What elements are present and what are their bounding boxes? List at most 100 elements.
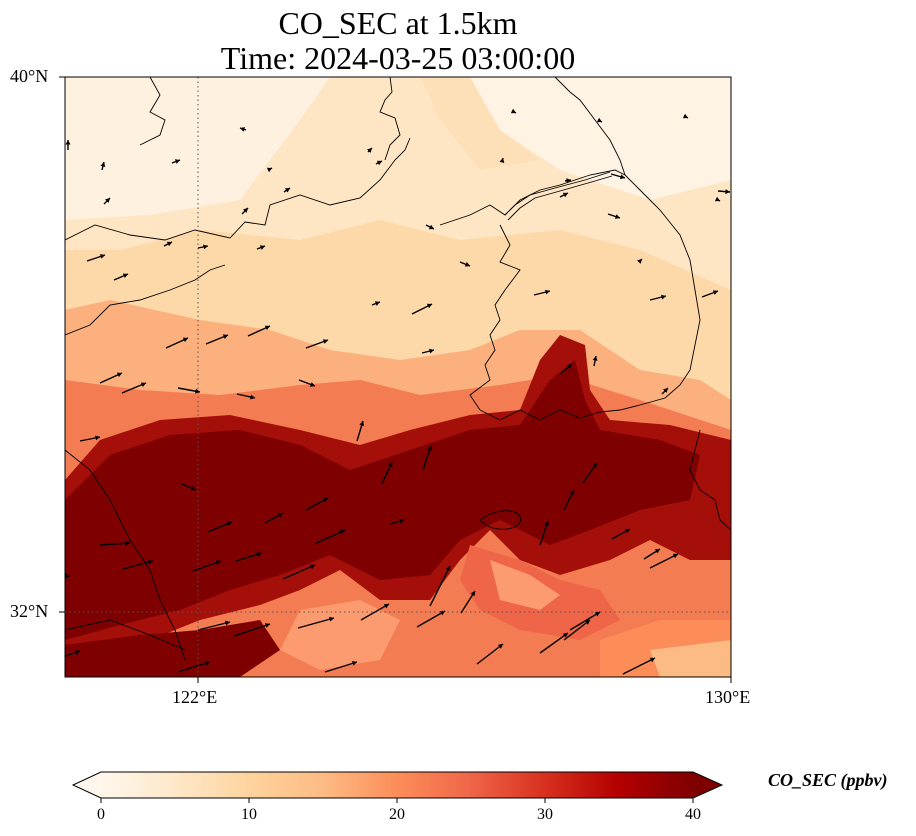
wind-vector-head xyxy=(428,224,434,230)
wind-vector-head xyxy=(592,463,597,469)
wind-vector-head xyxy=(174,159,180,164)
wind-vector-head xyxy=(544,521,549,527)
wind-vector-head xyxy=(166,241,172,247)
wind-vector-head xyxy=(672,553,678,559)
wind-vector-head xyxy=(225,620,230,626)
wind-vector xyxy=(233,623,271,637)
wind-vector xyxy=(297,617,335,629)
wind-vector-head xyxy=(398,518,404,524)
wind-vector-head xyxy=(250,394,255,400)
colorbar xyxy=(71,771,724,803)
wind-vector-head xyxy=(259,245,265,250)
wind-vector-head xyxy=(619,174,625,180)
lon-label-130e: 130°E xyxy=(705,687,751,707)
wind-vector-head xyxy=(204,660,210,666)
wind-vector xyxy=(429,565,451,607)
wind-vector-head xyxy=(445,566,451,572)
wind-vector xyxy=(622,657,656,675)
wind-vector xyxy=(649,553,679,569)
wind-vector-head xyxy=(74,650,80,655)
wind-vector-head xyxy=(215,560,221,565)
wind-vector-head xyxy=(663,388,668,393)
wind-vectors xyxy=(60,108,731,675)
wind-vector-head xyxy=(661,294,666,300)
lat-label-32n: 32°N xyxy=(10,601,49,621)
wind-vector-head xyxy=(562,633,568,638)
wind-vector-head xyxy=(256,551,262,557)
wind-vector-head xyxy=(367,148,372,153)
wind-vector-head xyxy=(203,244,208,250)
wind-vector-head xyxy=(596,117,602,123)
wind-vector xyxy=(122,560,154,570)
wind-vector xyxy=(360,603,390,621)
wind-vector-head xyxy=(190,485,196,491)
wind-vector-head xyxy=(725,189,730,195)
wind-vector xyxy=(235,552,263,562)
coastlines xyxy=(65,77,731,661)
wind-vector-head xyxy=(339,529,345,535)
wind-vector-head xyxy=(243,208,248,213)
gridlines xyxy=(65,77,731,677)
wind-vector xyxy=(177,661,211,673)
wind-vector-head xyxy=(322,339,328,344)
wind-vector-head xyxy=(429,348,434,354)
colorbar-tick: 10 xyxy=(241,806,257,823)
colorbar-tick: 30 xyxy=(537,806,553,823)
wind-vector-head xyxy=(545,289,550,295)
wind-vector-head xyxy=(359,421,365,427)
wind-vector-head xyxy=(470,591,475,597)
wind-vector xyxy=(569,611,601,631)
wind-vector-head xyxy=(100,162,106,167)
wind-vector-head xyxy=(122,273,128,279)
wind-vector-head xyxy=(65,140,71,145)
wind-vector-head xyxy=(510,108,516,114)
wind-vector-head xyxy=(351,660,357,666)
wind-vector-head xyxy=(712,290,718,295)
wind-vector-head xyxy=(427,446,432,452)
wind-vector-head xyxy=(374,301,380,306)
wind-vector-head xyxy=(266,167,272,173)
lon-label-122e: 122°E xyxy=(172,687,218,707)
wind-vector-head xyxy=(614,214,620,219)
wind-vector xyxy=(539,632,569,654)
wind-vector-head xyxy=(222,334,228,339)
wind-vector-head xyxy=(105,198,110,203)
wind-vector-head xyxy=(624,529,630,534)
colorbar-tick: 40 xyxy=(685,806,701,823)
wind-vector-head xyxy=(182,337,188,343)
wind-vector xyxy=(416,610,446,628)
wind-vector-head xyxy=(654,549,660,554)
wind-vector-head xyxy=(584,620,590,625)
wind-vector-head xyxy=(277,513,283,518)
wind-vector-head xyxy=(439,611,445,616)
wind-vector-head xyxy=(426,303,432,309)
wind-vector xyxy=(65,650,81,657)
wind-vector-head xyxy=(637,259,642,264)
wind-vector-head xyxy=(497,644,503,649)
wind-vector-head xyxy=(322,497,328,503)
wind-vector-head xyxy=(226,521,232,527)
map-title-line2: Time: 2024-03-25 03:00:00 xyxy=(220,40,576,76)
wind-vector-head xyxy=(387,462,393,468)
wind-vector-head xyxy=(116,372,122,378)
colorbar-tick: 0 xyxy=(97,806,105,823)
wind-vector-head xyxy=(264,325,270,331)
wind-vector xyxy=(476,643,504,665)
wind-vector-head xyxy=(329,616,334,622)
wind-vector-head xyxy=(682,113,688,119)
wind-vector-head xyxy=(594,612,600,617)
wind-vector-head xyxy=(383,604,389,609)
wind-vector-head xyxy=(195,388,200,394)
wind-vector-head xyxy=(60,582,65,587)
wind-vector-head xyxy=(309,382,315,387)
wind-vector-head xyxy=(125,540,130,546)
wind-vector-head xyxy=(566,178,571,184)
wind-vector xyxy=(324,661,358,673)
wind-vector-head xyxy=(148,559,153,565)
wind-vector xyxy=(197,621,231,631)
concentration-field xyxy=(60,77,731,677)
wind-vector xyxy=(65,584,66,585)
wind-vector-head xyxy=(284,188,290,193)
wind-vector-head xyxy=(376,160,382,166)
